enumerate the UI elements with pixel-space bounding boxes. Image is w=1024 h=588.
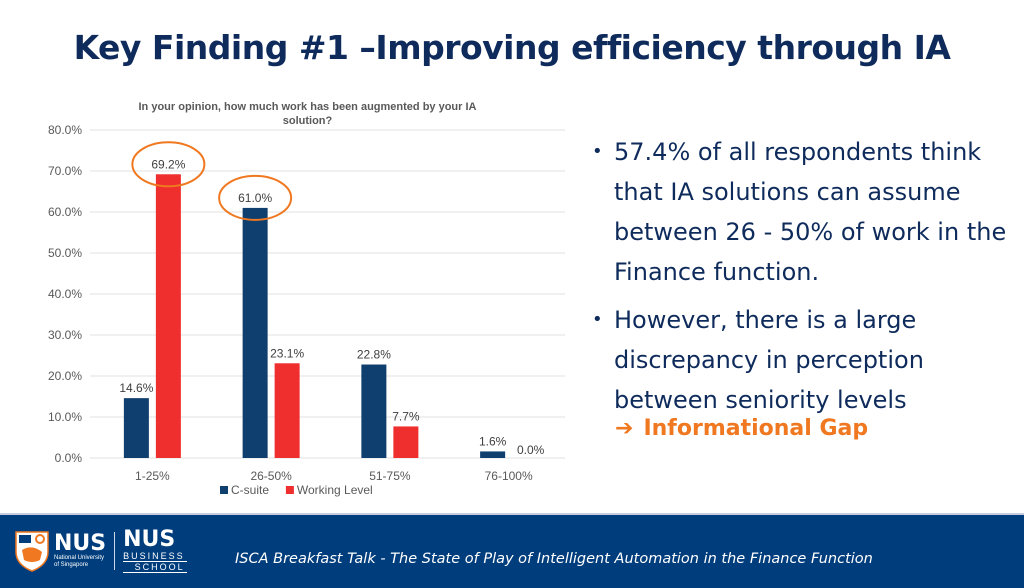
data-label: 69.2% [151, 157, 185, 171]
nus-logo: NUS National University of Singapore NUS… [14, 529, 187, 573]
nus-business-school-wordmark: NUS BUSINESS SCHOOL [123, 529, 187, 573]
chart-title: In your opinion, how much work has been … [139, 101, 477, 113]
bar-working-level [393, 426, 419, 458]
highlight-circle [218, 174, 293, 221]
legend-label: Working Level [297, 483, 373, 497]
callout-text: Informational Gap [643, 416, 869, 441]
y-tick-label: 50.0% [48, 246, 82, 260]
data-label: 0.0% [517, 443, 545, 457]
legend-label: C-suite [231, 483, 269, 497]
y-tick-label: 70.0% [48, 164, 82, 178]
bar-working-level [155, 174, 181, 458]
data-label: 22.8% [357, 348, 391, 362]
nus-subtext: of Singapore [54, 562, 89, 568]
bar-c-suite [361, 364, 387, 458]
y-tick-label: 10.0% [48, 410, 82, 424]
y-tick-label: 60.0% [48, 205, 82, 219]
bullet-text: 57.4% of all respondents think that IA s… [614, 138, 1007, 286]
bar-c-suite [123, 398, 149, 458]
data-label: 7.7% [392, 409, 420, 423]
chart-canvas: In your opinion, how much work has been … [48, 101, 565, 497]
y-tick-label: 40.0% [48, 287, 82, 301]
bullet-item: • 57.4% of all respondents think that IA… [592, 132, 1012, 292]
nus-subtext: National University [54, 555, 105, 561]
x-tick-label: 26-50% [250, 469, 292, 483]
y-tick-label: 80.0% [48, 123, 82, 137]
x-tick-label: 76-100% [485, 469, 533, 483]
bullet-list: • 57.4% of all respondents think that IA… [592, 132, 1012, 428]
biz-text: NUS [123, 527, 176, 552]
highlight-circle [131, 141, 206, 188]
y-tick-label: 20.0% [48, 369, 82, 383]
chart-title: solution? [283, 115, 333, 127]
arrow-right-icon: ➔ [615, 416, 634, 441]
data-label: 14.6% [119, 381, 153, 395]
biz-subtext: BUSINESS [123, 551, 187, 562]
bar-c-suite [242, 207, 268, 458]
callout: ➔ Informational Gap [615, 416, 868, 441]
biz-subtext: SCHOOL [123, 562, 187, 573]
bar-c-suite [480, 451, 506, 458]
x-tick-label: 1-25% [135, 469, 170, 483]
logo-divider [114, 532, 116, 570]
legend-swatch [220, 486, 228, 494]
bullet-item: • However, there is a large discrepancy … [592, 300, 1012, 420]
y-tick-label: 30.0% [48, 328, 82, 342]
footer-divider [0, 513, 1024, 515]
slide-title: Key Finding #1 –Improving efficiency thr… [73, 28, 951, 67]
bullet-text: However, there is a large discrepancy in… [614, 306, 924, 414]
nus-text: NUS [54, 531, 107, 556]
data-label: 1.6% [479, 434, 507, 448]
bullet-icon: • [592, 309, 603, 330]
bullet-icon: • [592, 141, 603, 162]
nus-crest-icon [15, 531, 49, 572]
nus-wordmark: NUS National University of Singapore [54, 533, 106, 569]
bar-working-level [274, 363, 300, 458]
y-tick-label: 0.0% [55, 451, 83, 465]
x-tick-label: 51-75% [369, 469, 411, 483]
footer-caption: ISCA Breakfast Talk - The State of Play … [235, 551, 873, 567]
legend-swatch [285, 486, 294, 494]
data-label: 61.0% [238, 191, 272, 205]
bar-chart: In your opinion, how much work has been … [20, 92, 580, 502]
footer-bar: NUS National University of Singapore NUS… [0, 515, 1024, 588]
data-label: 23.1% [270, 346, 304, 360]
